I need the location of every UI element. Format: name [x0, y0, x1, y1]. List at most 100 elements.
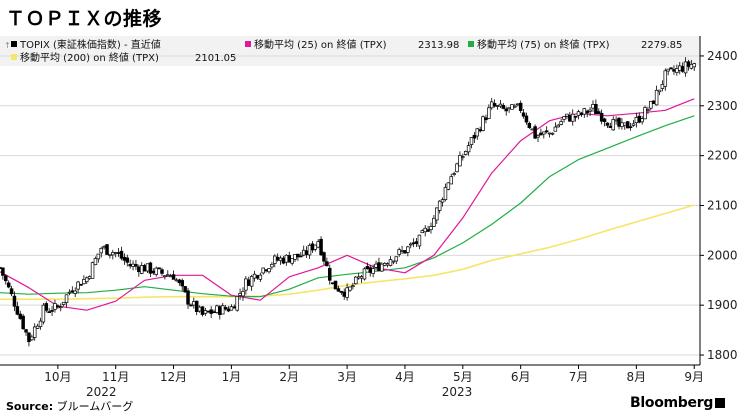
candle-159 [458, 151, 462, 167]
candle-151 [435, 207, 439, 225]
legend-label-ma200-text: 移動平均 (200) on 終値 (TPX) [20, 51, 159, 64]
candle-2 [4, 274, 8, 285]
y-axis-ticks: 1800 1900 2000 2100 2200 2300 2400 [700, 49, 738, 362]
x-tick-label-9: 7月 [569, 370, 589, 384]
candle-228 [657, 89, 662, 96]
source-note: Source: ブルームバーグ [6, 398, 133, 414]
candle-7 [18, 310, 22, 320]
candle-86 [247, 276, 251, 286]
candle-173 [498, 100, 503, 109]
candle-141 [406, 245, 410, 257]
candle-165 [475, 127, 480, 140]
candle-217 [625, 121, 630, 129]
x-tick-label-7: 5月 [453, 370, 473, 384]
ma75-series [0, 115, 695, 298]
candle-118 [339, 290, 344, 295]
x-tick-label-10: 8月 [627, 370, 647, 384]
candle-78 [223, 305, 228, 311]
candle-1 [1, 267, 5, 280]
candle-168 [484, 114, 488, 124]
candle-142 [408, 242, 413, 249]
candle-136 [391, 260, 396, 265]
candle-100 [287, 251, 292, 263]
y-tick-label-2200: 2200 [707, 149, 738, 163]
candle-84 [241, 287, 245, 301]
candle-26 [73, 287, 77, 298]
candle-44 [125, 254, 130, 267]
x-tick-label-11: 9月 [684, 370, 704, 384]
candle-27 [76, 280, 80, 294]
candle-126 [362, 267, 367, 281]
candle-238 [686, 59, 691, 71]
candle-82 [235, 295, 239, 312]
candle-65 [186, 287, 190, 310]
candle-85 [244, 276, 248, 295]
candle-143 [411, 238, 416, 248]
candle-25 [70, 286, 75, 294]
y-tick-label-2000: 2000 [707, 248, 738, 262]
candle-171 [492, 99, 497, 108]
candle-206 [594, 99, 598, 115]
candle-101 [290, 258, 294, 266]
candle-216 [623, 122, 627, 130]
candle-9 [24, 328, 28, 336]
candle-140 [403, 250, 407, 254]
candle-103 [296, 253, 300, 261]
ma25-series [0, 98, 695, 311]
candle-202 [582, 107, 587, 118]
candle-19 [53, 299, 57, 313]
candle-176 [507, 107, 511, 113]
candle-57 [163, 275, 167, 280]
candle-172 [495, 105, 500, 110]
candle-116 [333, 280, 338, 290]
candle-174 [501, 103, 506, 110]
candle-186 [536, 134, 540, 143]
legend-label-ma200: 移動平均 (200) on 終値 (TPX) 2101.05 [20, 51, 236, 64]
candle-17 [47, 307, 51, 314]
candle-24 [67, 289, 72, 296]
candle-35 [99, 246, 103, 258]
candle-74 [212, 309, 216, 314]
candle-31 [87, 275, 92, 281]
legend-swatch-ma75 [468, 41, 474, 47]
candle-225 [649, 100, 653, 111]
candle-88 [252, 270, 257, 282]
source-text: ブルームバーグ [53, 400, 134, 413]
candle-231 [666, 68, 670, 76]
year-label-2023: 2023 [442, 385, 473, 399]
candle-87 [249, 274, 254, 291]
candle-68 [194, 300, 199, 316]
candle-37 [105, 244, 109, 255]
candle-194 [559, 118, 563, 126]
candle-131 [377, 257, 381, 272]
candle-112 [322, 251, 326, 265]
candle-10 [27, 332, 31, 347]
candle-180 [518, 100, 523, 114]
candle-120 [345, 283, 349, 301]
candle-21 [58, 303, 63, 312]
candle-121 [348, 286, 352, 292]
candle-49 [139, 262, 144, 275]
y-tick-label-1900: 1900 [707, 298, 738, 312]
candle-234 [675, 64, 679, 76]
candle-204 [588, 107, 592, 117]
candle-240 [692, 62, 696, 71]
candle-201 [579, 111, 584, 117]
ma25-line [0, 98, 695, 311]
candle-94 [270, 262, 274, 270]
candle-89 [255, 274, 260, 280]
legend-value-ma200: 2101.05 [195, 53, 236, 64]
candle-155 [446, 182, 451, 191]
x-axis-ticks: 10月 11月 12月 1月 2月 3月 4月 5月 6月 7月 8月 9月 2022 2023 [44, 365, 704, 399]
candle-145 [417, 234, 422, 250]
candle-113 [325, 257, 329, 267]
candle-189 [544, 126, 549, 134]
ma75-line [0, 115, 695, 298]
legend-value-ma75: 2279.85 [641, 40, 682, 51]
candle-109 [313, 244, 318, 252]
candle-48 [137, 264, 141, 277]
candle-214 [617, 117, 621, 130]
candle-122 [351, 282, 355, 290]
candle-77 [220, 303, 225, 315]
gridlines [0, 55, 700, 356]
